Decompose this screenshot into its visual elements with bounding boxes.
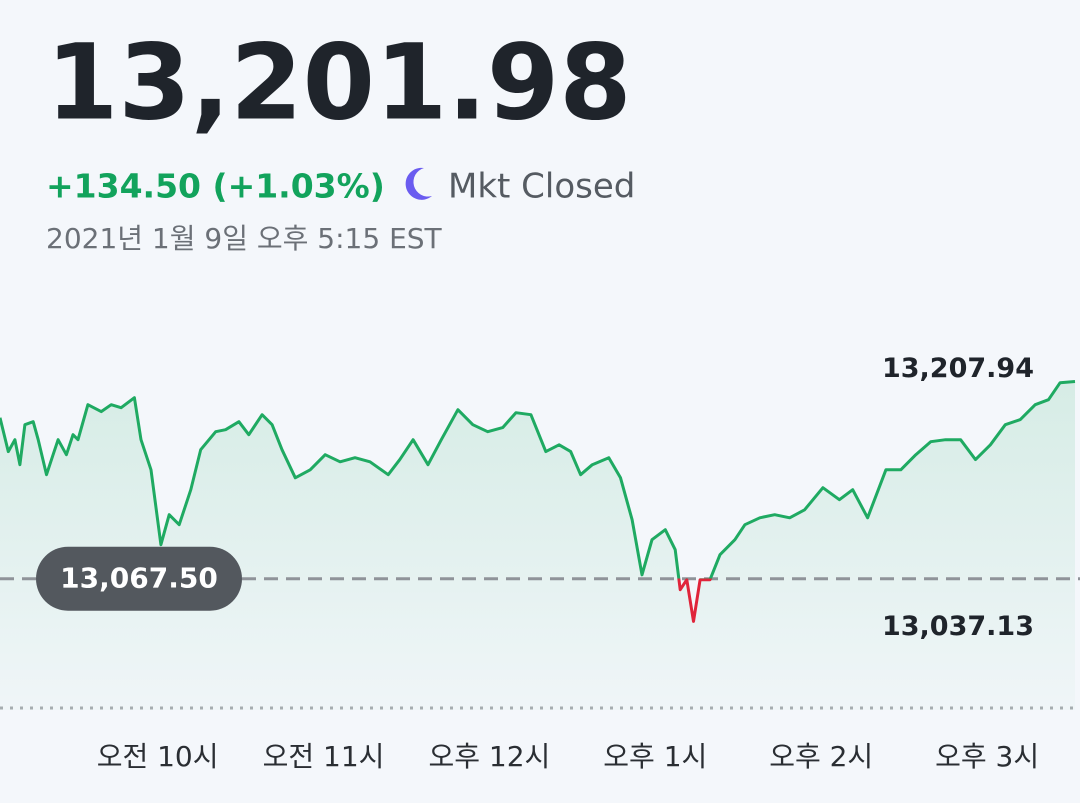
x-tick-label: 오전 11시 bbox=[263, 740, 385, 773]
price: 13,201.98 bbox=[46, 21, 632, 143]
high-label: 13,207.94 bbox=[882, 353, 1034, 384]
x-tick-label: 오후 3시 bbox=[935, 740, 1039, 773]
baseline-pill bbox=[36, 546, 242, 611]
price-line bbox=[0, 380, 1076, 623]
x-tick-label: 오후 2시 bbox=[769, 740, 873, 773]
moon-icon bbox=[405, 167, 432, 200]
x-tick-label: 오후 12시 bbox=[428, 740, 550, 773]
x-tick-label: 오후 1시 bbox=[603, 740, 707, 773]
market-status: Mkt Closed bbox=[448, 167, 635, 207]
timestamp: 2021년 1월 9일 오후 5:15 EST bbox=[46, 222, 443, 255]
baseline-label: 13,067.50 bbox=[60, 562, 218, 595]
low-label: 13,037.13 bbox=[882, 611, 1034, 642]
x-tick-label: 오전 10시 bbox=[97, 740, 219, 773]
plot: 13,067.50 13,207.94 13,037.13 오전 10시 오전 11시 오… bbox=[0, 353, 1080, 773]
change: +134.50 (+1.03%) bbox=[46, 167, 385, 206]
area bbox=[0, 381, 1076, 710]
